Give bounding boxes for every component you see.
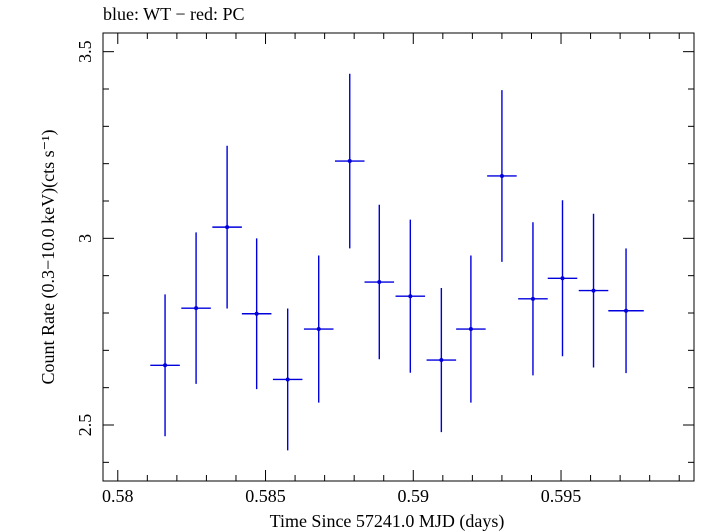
x-tick-label: 0.59 bbox=[398, 486, 430, 506]
data-marker bbox=[624, 308, 629, 313]
x-tick-label: 0.595 bbox=[541, 486, 582, 506]
data-marker bbox=[439, 358, 444, 363]
data-marker bbox=[560, 276, 565, 281]
data-point bbox=[456, 255, 486, 403]
data-point bbox=[303, 255, 334, 403]
data-point bbox=[518, 222, 548, 376]
data-point bbox=[426, 287, 457, 433]
data-marker bbox=[408, 294, 413, 299]
data-marker bbox=[163, 363, 168, 368]
data-marker bbox=[316, 327, 321, 332]
data-marker bbox=[468, 327, 473, 332]
y-tick-label: 3 bbox=[75, 234, 95, 243]
data-point bbox=[578, 213, 609, 368]
data-marker bbox=[499, 173, 504, 178]
data-point bbox=[487, 90, 517, 262]
data-marker bbox=[285, 377, 290, 382]
data-point bbox=[334, 73, 365, 249]
y-tick-label: 3.5 bbox=[75, 40, 95, 63]
axis-ticks: 0.58 0.585 0.59 0.595 2.5 3 3.5 bbox=[75, 33, 694, 506]
data-point bbox=[364, 204, 395, 360]
data-point bbox=[547, 200, 578, 357]
data-points bbox=[150, 73, 644, 451]
data-point bbox=[395, 219, 426, 373]
data-marker bbox=[530, 296, 535, 301]
plot-frame bbox=[102, 32, 695, 482]
chart-title: blue: WT − red: PC bbox=[103, 4, 245, 24]
x-tick-label: 0.585 bbox=[245, 486, 286, 506]
x-axis-label: Time Since 57241.0 MJD (days) bbox=[270, 511, 505, 532]
data-point bbox=[608, 248, 644, 374]
y-axis-label: Count Rate (0.3−10.0 keV)(cts s⁻¹) bbox=[38, 129, 59, 384]
data-marker bbox=[377, 280, 382, 285]
y-tick-label: 2.5 bbox=[75, 414, 95, 437]
x-tick-label: 0.58 bbox=[102, 486, 134, 506]
data-marker bbox=[254, 311, 259, 316]
data-marker bbox=[347, 159, 352, 164]
data-marker bbox=[225, 225, 230, 230]
data-point bbox=[241, 238, 272, 390]
data-marker bbox=[194, 306, 199, 311]
data-point bbox=[181, 232, 211, 384]
data-marker bbox=[591, 288, 596, 293]
data-point bbox=[272, 308, 303, 451]
data-point bbox=[150, 294, 180, 437]
data-point bbox=[212, 145, 242, 309]
